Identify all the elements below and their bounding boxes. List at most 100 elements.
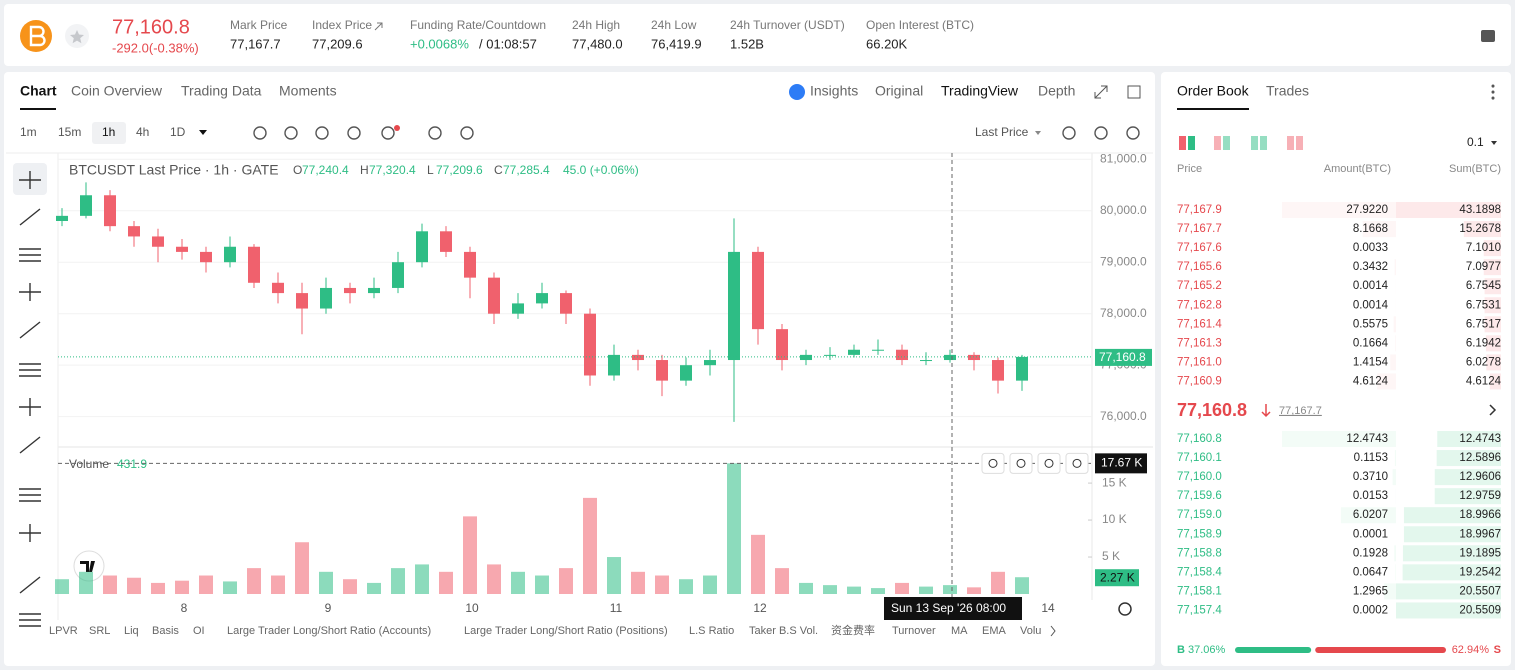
- order-price[interactable]: 77,158.1: [1177, 585, 1222, 597]
- amount-depth-bar: [1394, 259, 1396, 276]
- order-price[interactable]: 77,167.9: [1177, 204, 1222, 216]
- order-price[interactable]: 77,165.2: [1177, 280, 1222, 292]
- drawing-tool[interactable]: [19, 398, 41, 416]
- order-price[interactable]: 77,165.6: [1177, 261, 1222, 273]
- settings-icon[interactable]: [1118, 602, 1132, 616]
- order-price[interactable]: 77,160.8: [1177, 433, 1222, 445]
- interval[interactable]: 4h: [136, 125, 149, 139]
- window-icon[interactable]: [1127, 85, 1141, 99]
- candle-body: [80, 195, 92, 216]
- order-price[interactable]: 77,160.0: [1177, 471, 1222, 483]
- order-price[interactable]: 77,158.9: [1177, 528, 1222, 540]
- indicator-tab[interactable]: Taker B.S Vol.: [749, 625, 818, 637]
- interval[interactable]: 1D: [170, 125, 186, 139]
- order-price[interactable]: 77,160.9: [1177, 375, 1222, 387]
- toolbar-icon[interactable]: [347, 126, 361, 140]
- indicator-tab[interactable]: Large Trader Long/Short Ratio (Positions…: [464, 625, 668, 637]
- order-price[interactable]: 77,159.0: [1177, 509, 1222, 521]
- view-tab[interactable]: Insights: [810, 83, 858, 99]
- toolbar-icon[interactable]: [460, 126, 474, 140]
- sum-depth-bar: [1483, 259, 1501, 276]
- order-price[interactable]: 77,161.3: [1177, 337, 1222, 349]
- indicator-tab[interactable]: L.S Ratio: [689, 625, 734, 637]
- sum-depth-bar: [1402, 564, 1501, 581]
- sum-depth-bar: [1437, 431, 1501, 447]
- scroll-arrow[interactable]: [1050, 625, 1056, 637]
- toolbar-icon[interactable]: [1094, 126, 1108, 140]
- indicator-tab[interactable]: Large Trader Long/Short Ratio (Accounts): [227, 625, 431, 637]
- pane-button[interactable]: [1009, 452, 1033, 474]
- layout-icon[interactable]: [1214, 136, 1221, 150]
- volume-bar: [271, 575, 285, 594]
- order-price[interactable]: 77,158.8: [1177, 547, 1222, 559]
- view-tab[interactable]: Original: [875, 83, 923, 99]
- order-price[interactable]: 77,158.4: [1177, 566, 1222, 578]
- y-tick-label: 81,000.0: [1100, 151, 1147, 165]
- interval[interactable]: 1m: [20, 125, 37, 139]
- view-tab[interactable]: TradingView: [941, 83, 1019, 99]
- menu-icon[interactable]: [1481, 30, 1495, 42]
- orderbook-tab[interactable]: Order Book: [1177, 83, 1250, 99]
- toolbar-icon[interactable]: [1062, 126, 1076, 140]
- price-type[interactable]: Last Price: [975, 125, 1029, 139]
- order-price[interactable]: 77,167.6: [1177, 242, 1222, 254]
- interval[interactable]: 1h: [102, 125, 115, 139]
- layout-icon[interactable]: [1179, 136, 1186, 150]
- indicator-tab[interactable]: MA: [951, 625, 968, 637]
- indicator-tab[interactable]: SRL: [89, 625, 110, 637]
- pane-button[interactable]: [1037, 452, 1061, 474]
- toolbar-icon[interactable]: [428, 126, 442, 140]
- order-price[interactable]: 77,161.0: [1177, 356, 1222, 368]
- toolbar-icon[interactable]: [284, 126, 298, 140]
- drawing-tool[interactable]: [19, 171, 41, 189]
- indicator-tab[interactable]: Turnover: [892, 625, 936, 637]
- drawing-tool[interactable]: [19, 613, 41, 627]
- orderbook-tab[interactable]: Trades: [1266, 83, 1309, 99]
- drawing-tool[interactable]: [19, 576, 41, 594]
- indicator-tab[interactable]: Liq: [124, 625, 139, 637]
- sum-depth-bar: [1484, 297, 1501, 314]
- tab[interactable]: Chart: [20, 83, 57, 99]
- tab[interactable]: Coin Overview: [71, 83, 163, 99]
- drawing-tool[interactable]: [19, 283, 41, 301]
- indicator-tab[interactable]: OI: [193, 625, 205, 637]
- drawing-tool[interactable]: [19, 208, 41, 226]
- toolbar-icon[interactable]: [315, 126, 329, 140]
- indicator-tab[interactable]: Basis: [152, 625, 179, 637]
- order-price[interactable]: 77,162.8: [1177, 299, 1222, 311]
- drawing-tool[interactable]: [19, 436, 41, 454]
- layout-icon[interactable]: [1287, 136, 1294, 150]
- precision[interactable]: 0.1: [1467, 135, 1484, 149]
- order-price[interactable]: 77,161.4: [1177, 318, 1222, 330]
- indicator-tab[interactable]: 资金费率: [831, 623, 875, 637]
- view-tab[interactable]: Depth: [1038, 83, 1075, 99]
- order-price[interactable]: 77,159.6: [1177, 490, 1222, 502]
- indicator-tab[interactable]: Volu: [1020, 625, 1041, 637]
- drawing-tool[interactable]: [19, 488, 41, 502]
- order-price[interactable]: 77,157.4: [1177, 604, 1222, 616]
- drawing-tool[interactable]: [19, 248, 41, 262]
- volume-value: 431.9: [117, 457, 147, 471]
- x-tick-label: 11: [610, 601, 623, 615]
- order-sum: 18.9967: [1459, 528, 1501, 540]
- layout-icon[interactable]: [1251, 136, 1258, 150]
- toolbar-icon[interactable]: [253, 126, 267, 140]
- tab[interactable]: Trading Data: [181, 83, 262, 99]
- indicator-tab[interactable]: EMA: [982, 625, 1007, 637]
- amount-depth-bar: [1394, 450, 1396, 467]
- pane-button[interactable]: [981, 452, 1005, 474]
- pane-button[interactable]: [1065, 452, 1089, 474]
- toolbar-icon[interactable]: [1126, 126, 1140, 140]
- drawing-tool[interactable]: [19, 321, 41, 339]
- order-sum: 12.9606: [1459, 471, 1501, 483]
- order-price[interactable]: 77,167.7: [1177, 223, 1222, 235]
- toolbar-icon[interactable]: [381, 126, 395, 140]
- indicator-tab[interactable]: LPVR: [49, 625, 78, 637]
- stat-value: 77,480.0: [572, 36, 623, 51]
- interval[interactable]: 15m: [58, 125, 81, 139]
- drawing-tool[interactable]: [19, 524, 41, 542]
- drawing-tool[interactable]: [19, 363, 41, 377]
- order-price[interactable]: 77,160.1: [1177, 452, 1222, 464]
- tab[interactable]: Moments: [279, 83, 337, 99]
- chevron[interactable]: [1489, 404, 1497, 416]
